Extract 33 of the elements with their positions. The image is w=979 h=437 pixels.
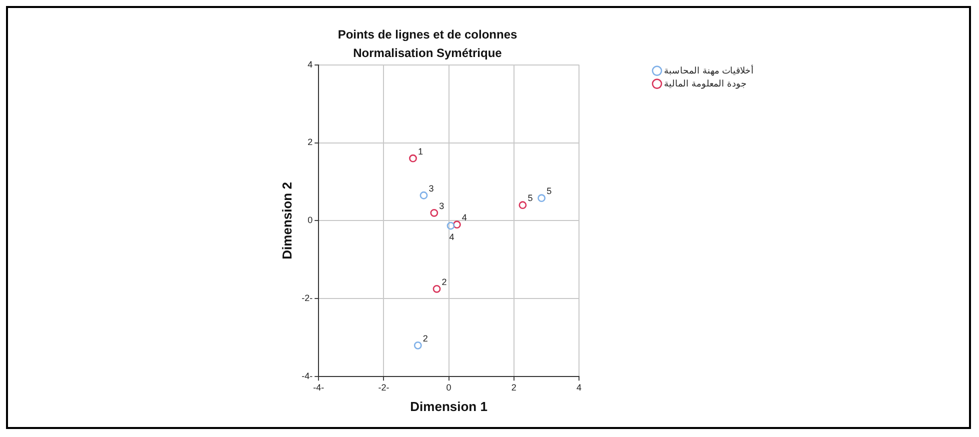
point (452, 220, 461, 229)
x-tick-label: 2 (511, 382, 516, 392)
y-tick-label: -2- (302, 293, 313, 304)
annotation: 5 (528, 193, 533, 204)
point (538, 194, 546, 202)
annotation: 2 (442, 276, 447, 287)
x-tick-label: 4 (576, 382, 582, 392)
chart-subtitle: Normalisation Symétrique (353, 46, 502, 60)
point (420, 191, 428, 200)
point (446, 222, 455, 230)
point (430, 208, 438, 217)
y-tick-label: 4 (308, 59, 313, 70)
annotation: 2 (422, 333, 428, 344)
point (409, 154, 417, 162)
annotation: 3 (428, 183, 434, 194)
y-tick-label: 0 (308, 215, 313, 226)
annotation: 4 (462, 212, 467, 223)
legend-label: جودة المعلومة المالية (664, 78, 748, 90)
x-tick-label: 0 (446, 382, 452, 392)
annotation: 1 (418, 146, 424, 156)
y-tick-label: -4- (302, 371, 313, 382)
point (518, 201, 527, 210)
annotation: 4 (449, 232, 454, 242)
annotation: 3 (439, 200, 444, 211)
y-tick-label: 2 (308, 137, 313, 148)
x-axis-title: Dimension 1 (410, 398, 488, 414)
legend-label: أخلاقيات مهنة المحاسبة (664, 63, 754, 76)
annotation: 5 (546, 186, 552, 196)
point (432, 284, 441, 293)
x-tick-label: -2- (378, 382, 390, 392)
y-axis-title: Dimension 2 (279, 182, 294, 260)
point (414, 341, 422, 350)
chart-title: Points de lignes et de colonnes (338, 28, 518, 42)
